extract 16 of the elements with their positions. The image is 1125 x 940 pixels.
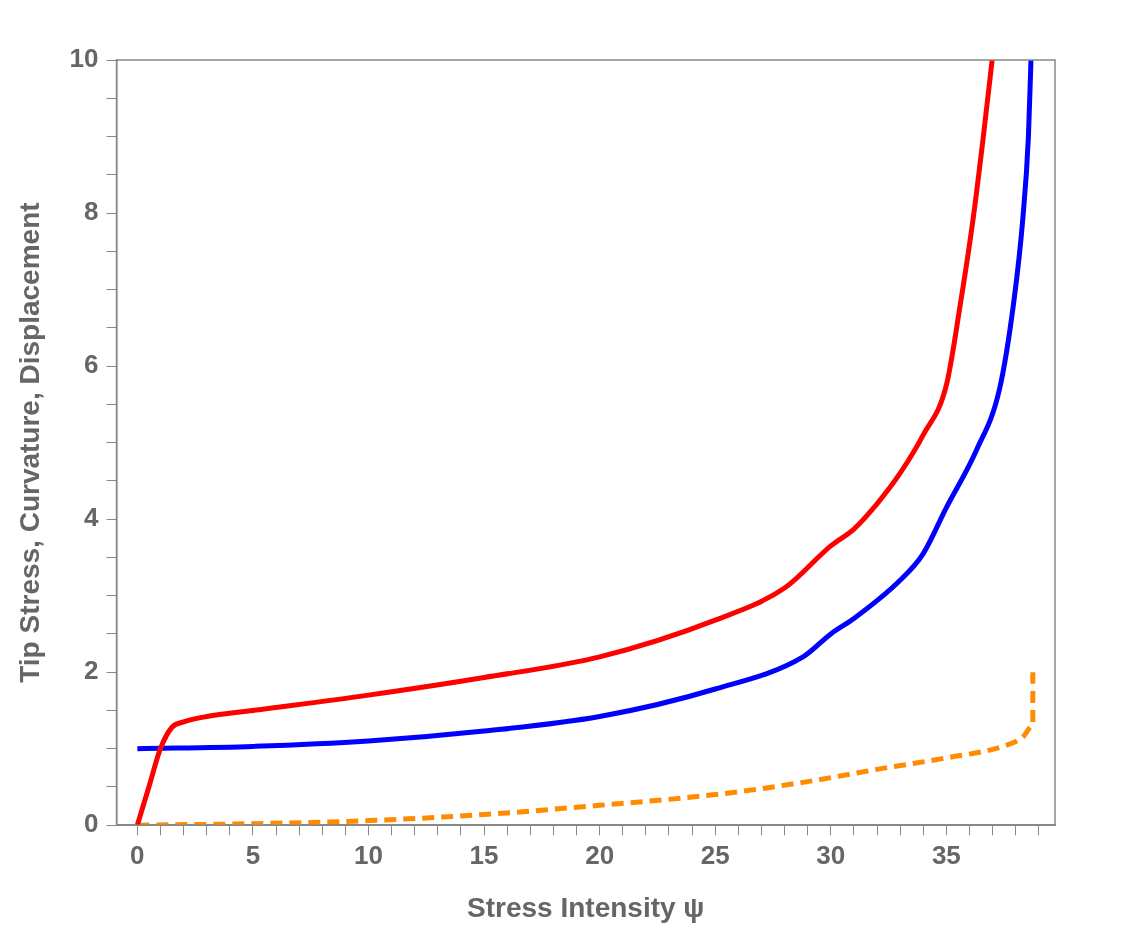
x-tick-label: 10 [354,839,383,870]
x-tick-label: 25 [700,839,730,870]
x-tick-label: 20 [585,839,615,870]
y-tick-label: 10 [69,43,99,74]
y-tick-label: 2 [84,655,99,686]
y-axis-title: Tip Stress, Curvature, Displacement [13,202,45,683]
x-tick-label: 5 [245,839,261,870]
x-tick-label: 35 [931,839,961,870]
x-tick-label: 0 [130,839,145,870]
x-tick-label: 15 [469,839,499,870]
y-tick-label: 4 [84,502,100,533]
x-tick-label: 30 [816,839,846,870]
y-tick-label: 6 [84,349,99,380]
y-tick-label: 0 [84,808,99,839]
x-axis-title: Stress Intensity ψ [467,891,705,923]
y-tick-label: 8 [84,196,99,227]
